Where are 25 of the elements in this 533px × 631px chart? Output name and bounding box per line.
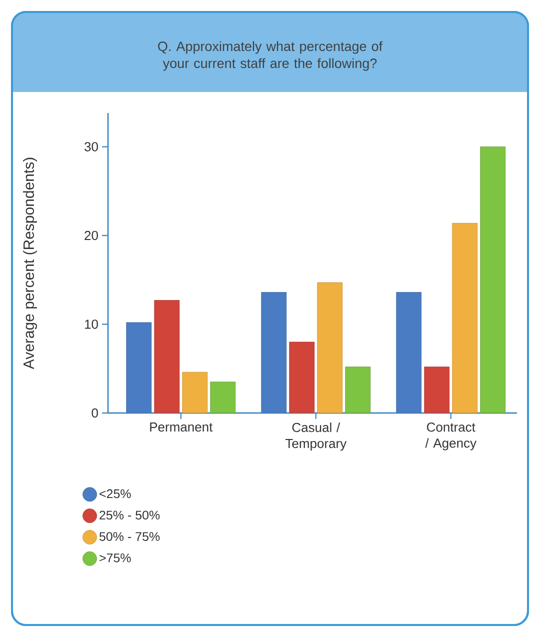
bar bbox=[424, 366, 450, 413]
x-tick-label: Casual / Temporary bbox=[285, 422, 347, 451]
y-tick-label: 10 bbox=[84, 320, 98, 329]
chart-title: Q. Approximately what percentage of your current staff are the following? bbox=[158, 41, 383, 71]
bar bbox=[126, 322, 152, 413]
y-tick-label: 0 bbox=[92, 408, 98, 418]
legend-label: <25% bbox=[100, 489, 131, 498]
bar bbox=[345, 366, 371, 413]
x-tick-label: Contract / Agency bbox=[425, 422, 476, 450]
y-axis-title: Average percent (Respondents) bbox=[23, 158, 37, 370]
y-tick-label: 20 bbox=[84, 230, 98, 240]
bar bbox=[396, 292, 422, 413]
legend-label: >75% bbox=[100, 554, 131, 562]
bar bbox=[317, 282, 343, 413]
x-tick-label: Permanent bbox=[150, 422, 213, 432]
legend-label: 50% - 75% bbox=[99, 532, 160, 541]
bar bbox=[182, 372, 208, 413]
bar bbox=[154, 300, 180, 413]
legend-label: 25% - 50% bbox=[100, 510, 160, 520]
bar bbox=[261, 292, 287, 413]
bar bbox=[289, 342, 315, 413]
bar bbox=[452, 222, 478, 413]
bar bbox=[480, 146, 506, 413]
bar bbox=[210, 382, 236, 413]
y-tick-label: 30 bbox=[84, 142, 98, 152]
